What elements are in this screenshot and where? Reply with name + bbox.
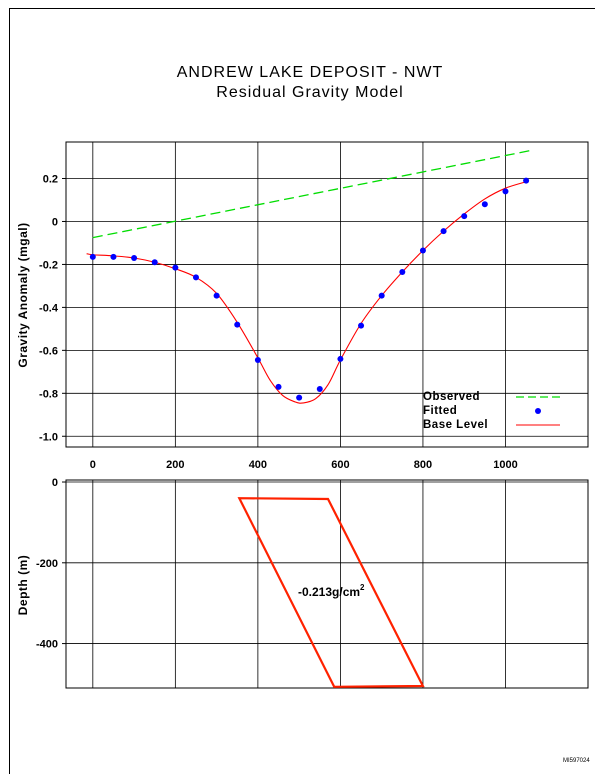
fitted-point bbox=[523, 177, 530, 184]
gravity-grid bbox=[66, 142, 588, 447]
fitted-point bbox=[316, 386, 323, 393]
observed-series-line bbox=[92, 149, 531, 239]
legend-label-base-level: Base Level bbox=[423, 419, 488, 431]
gravity-x-tick-label: 200 bbox=[166, 459, 184, 471]
fitted-point bbox=[481, 201, 488, 208]
figure-code: MI597024 bbox=[563, 758, 590, 764]
fitted-point bbox=[172, 264, 179, 271]
fitted-point bbox=[192, 274, 199, 281]
gravity-y-tick-label: -0.8 bbox=[39, 388, 58, 400]
chart-title: ANDREW LAKE DEPOSIT - NWT bbox=[177, 64, 444, 81]
gravity-x-tick-label: 400 bbox=[249, 459, 267, 471]
gravity-x-ticks: 0 200 400 600 800 1000 bbox=[90, 459, 518, 471]
fitted-point bbox=[358, 322, 365, 329]
gravity-y-tick-label: -0.2 bbox=[39, 259, 58, 271]
fitted-point bbox=[378, 292, 385, 299]
depth-y-tick-label: -400 bbox=[36, 639, 58, 651]
gravity-y-tick-label: 0.2 bbox=[43, 174, 58, 186]
fitted-point bbox=[151, 259, 158, 266]
fitted-point bbox=[461, 213, 468, 220]
gravity-x-tick-label: 600 bbox=[331, 459, 349, 471]
chart-subtitle: Residual Gravity Model bbox=[216, 84, 403, 101]
gravity-y-tick-label: -1.0 bbox=[39, 431, 58, 443]
fitted-point bbox=[502, 188, 509, 195]
gravity-x-tick-label: 1000 bbox=[493, 459, 517, 471]
legend-label-observed: Observed bbox=[423, 391, 480, 403]
legend-swatch-fitted bbox=[535, 408, 541, 414]
gravity-plot-frame bbox=[65, 141, 589, 448]
depth-y-tick-label: -200 bbox=[36, 558, 58, 570]
fitted-point bbox=[419, 247, 426, 254]
fitted-point bbox=[337, 355, 344, 362]
fitted-series-points bbox=[89, 177, 530, 401]
fitted-point bbox=[399, 268, 406, 275]
gravity-y-axis-label: Gravity Anomaly (mgal) bbox=[16, 222, 30, 367]
fitted-point bbox=[234, 321, 241, 328]
gravity-y-tick-label: -0.6 bbox=[39, 345, 58, 357]
depth-plot-frame bbox=[65, 479, 589, 689]
gravity-y-ticks: 0.2 0 -0.2 -0.4 -0.6 -0.8 -1.0 bbox=[39, 174, 66, 443]
fitted-point bbox=[254, 357, 261, 364]
gravity-y-tick-label: 0 bbox=[52, 216, 58, 228]
fitted-point bbox=[440, 228, 447, 235]
fitted-point bbox=[275, 383, 282, 390]
gravity-chart: 0.2 0 -0.2 -0.4 -0.6 -0.8 -1.0 0 200 400 600 800 10… bbox=[16, 141, 589, 471]
fitted-point bbox=[89, 253, 96, 260]
density-label: -0.213g/cm2 bbox=[298, 583, 365, 599]
fitted-point bbox=[213, 292, 220, 299]
density-body-outline bbox=[237, 497, 425, 688]
gravity-x-tick-label: 0 bbox=[90, 459, 96, 471]
fitted-point bbox=[131, 254, 138, 261]
depth-y-axis-label: Depth (m) bbox=[16, 555, 30, 616]
depth-section: 0 -200 -400 -0.213g/cm2 Depth (m) bbox=[16, 477, 589, 689]
density-superscript: 2 bbox=[360, 583, 365, 592]
legend-label-fitted: Fitted bbox=[423, 405, 457, 417]
fitted-point bbox=[110, 253, 117, 260]
base-level-series-line bbox=[86, 181, 527, 404]
legend: Observed Fitted Base Level bbox=[423, 391, 560, 431]
depth-grid bbox=[66, 480, 588, 688]
depth-y-ticks: 0 -200 -400 bbox=[36, 477, 66, 651]
fitted-point bbox=[296, 394, 303, 401]
depth-y-tick-label: 0 bbox=[52, 477, 58, 489]
gravity-y-tick-label: -0.4 bbox=[39, 302, 59, 314]
gravity-x-tick-label: 800 bbox=[414, 459, 432, 471]
page-frame bbox=[9, 8, 595, 774]
